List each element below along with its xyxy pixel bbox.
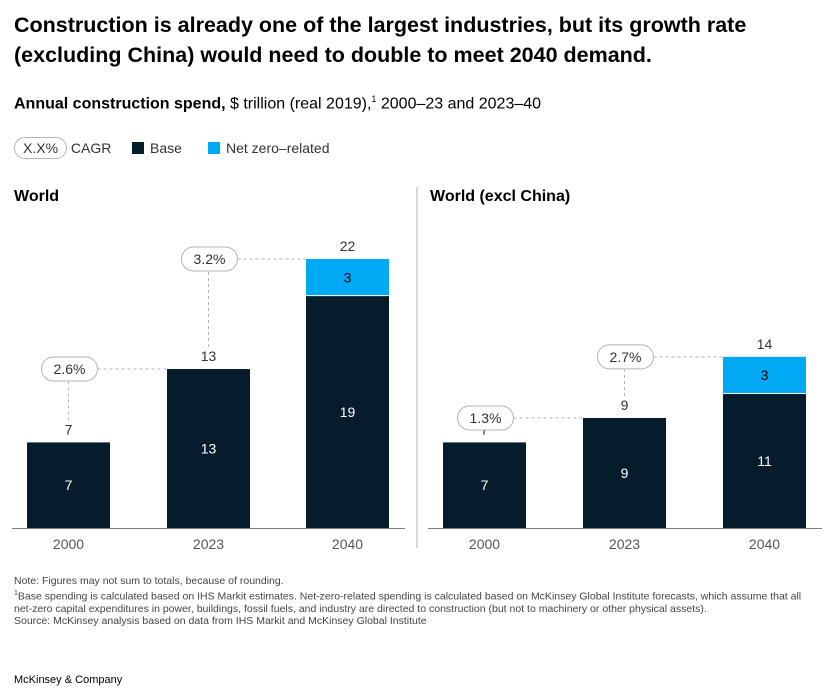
x-tick-label-2023: 2023 (193, 536, 224, 552)
bar-net-zero-2040 (723, 356, 806, 394)
bar-net-zero-label-2040: 3 (344, 269, 352, 285)
legend-base: Base (132, 137, 182, 159)
legend-base-label: Base (150, 140, 182, 156)
bar-base-label-2040: 11 (757, 453, 772, 469)
cagr-label: 1.3% (470, 410, 502, 426)
cagr-label: 2.6% (54, 361, 86, 377)
cagr-label: 3.2% (194, 251, 226, 267)
cagr-label: 2.7% (610, 349, 642, 365)
chart-headline: Construction is already one of the large… (14, 13, 747, 67)
x-tick-label-2000: 2000 (53, 536, 84, 552)
legend-net-zero: Net zero–related (208, 137, 330, 159)
bar-total-label-2000: 7 (65, 421, 73, 437)
x-tick-label-2000: 2000 (469, 536, 500, 552)
note-rounding: Note: Figures may not sum to totals, bec… (14, 575, 284, 587)
bar-total-label-2023: 9 (621, 397, 629, 413)
panel-title-world-excl-china: World (excl China) (430, 188, 571, 205)
note-source: Source: McKinsey analysis based on data … (14, 615, 427, 627)
x-tick-label-2040: 2040 (749, 536, 780, 552)
subtitle-units: $ trillion (real 2019), (225, 95, 372, 113)
bar-base-2023 (167, 369, 250, 528)
x-tick-label-2023: 2023 (609, 536, 640, 552)
bar-base-label-2000: 7 (65, 477, 73, 493)
subtitle-period: 2000–23 and 2023–40 (376, 95, 542, 113)
legend-net-zero-swatch (208, 142, 220, 154)
publisher-footer: McKinsey & Company (14, 674, 123, 686)
cagr-oval (181, 246, 238, 272)
bar-charts: 772000131320231932220402.6%3.2%772000992… (12, 187, 822, 552)
bar-base-2000 (443, 442, 526, 528)
bar-net-zero-label-2040: 3 (761, 367, 769, 383)
legend-net-zero-label: Net zero–related (226, 140, 330, 156)
cagr-oval (41, 356, 98, 382)
note-footnote: 1Base spending is calculated based on IH… (14, 588, 814, 616)
subtitle-footnote-marker: 1 (371, 94, 377, 104)
bar-base-2040 (723, 393, 806, 528)
bar-base-2023 (583, 417, 666, 528)
panel-title-world: World (14, 188, 60, 205)
bar-total-label-2040: 22 (340, 238, 356, 254)
bar-base-label-2000: 7 (481, 477, 489, 493)
bar-base-label-2023: 9 (621, 465, 629, 481)
chart-notes: Note: Figures may not sum to totals, bec… (14, 575, 814, 628)
bar-net-zero-2040 (306, 259, 389, 296)
bar-base-2000 (27, 442, 110, 528)
bar-base-label-2040: 19 (340, 404, 356, 420)
subtitle-bold: Annual construction spend, (14, 95, 226, 113)
legend-cagr-oval: X.X% (14, 137, 68, 159)
x-tick-label-2040: 2040 (332, 536, 363, 552)
bar-total-label-2040: 14 (757, 336, 773, 352)
chart-subtitle: Annual construction spend, $ trillion (r… (14, 94, 541, 113)
legend-base-swatch (132, 142, 144, 154)
bar-base-2040 (306, 295, 389, 528)
legend-cagr: X.X% CAGR (14, 137, 111, 159)
cagr-oval (457, 405, 514, 431)
cagr-oval (597, 344, 654, 370)
footnote-marker: 1 (14, 589, 18, 597)
legend-cagr-label: CAGR (70, 140, 112, 156)
bar-total-label-2023: 13 (201, 348, 217, 364)
footnote-text: Base spending is calculated based on IHS… (14, 590, 802, 615)
bar-base-label-2023: 13 (201, 441, 217, 457)
